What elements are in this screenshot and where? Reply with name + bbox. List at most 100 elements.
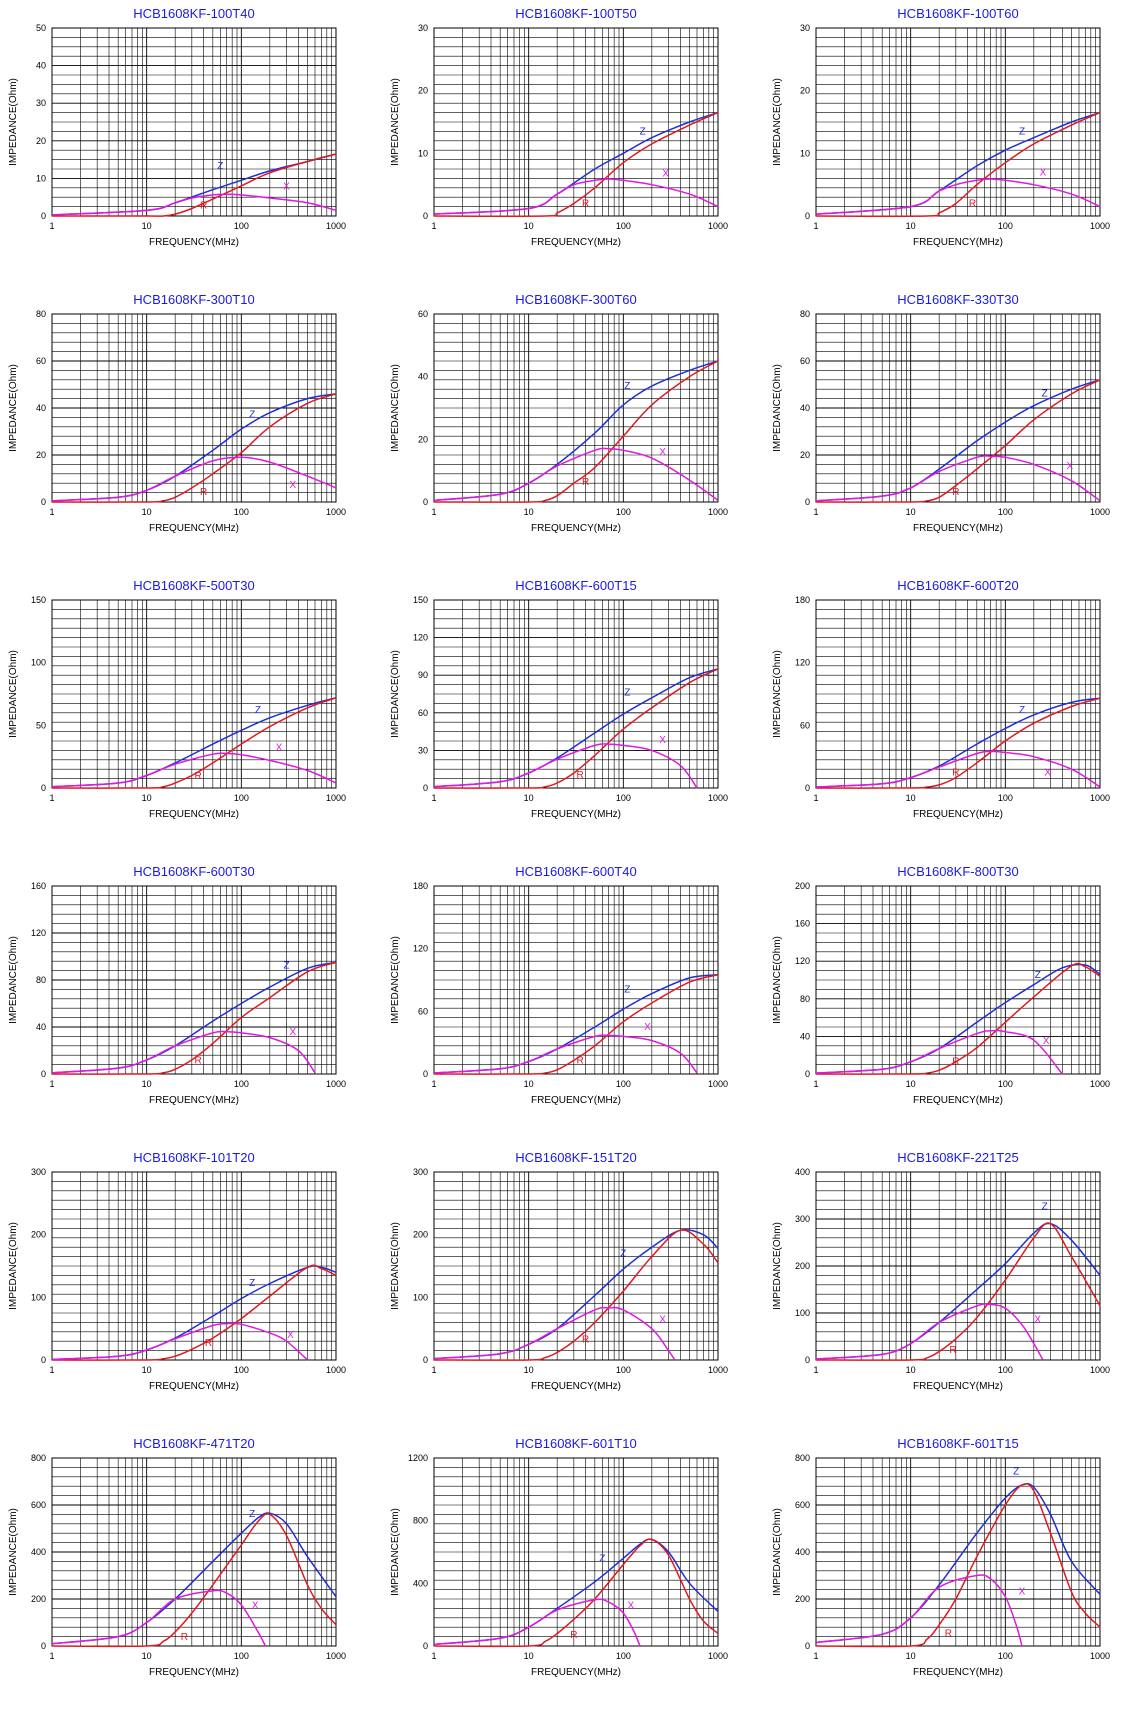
curve-label-x: X: [1034, 1314, 1041, 1325]
y-tick-label: 200: [413, 1230, 428, 1240]
curve-label-r: R: [945, 1629, 952, 1640]
impedance-chart: HCB1608KF-601T10 0 400 800 1200 1 10 100 1000 FRE…: [390, 1436, 728, 1678]
y-tick-label: 30: [36, 98, 46, 108]
curve-label-x: X: [662, 169, 669, 180]
x-tick-label: 10: [524, 1079, 534, 1089]
y-tick-label: 200: [31, 1230, 46, 1240]
curve-label-r: R: [205, 1338, 212, 1349]
x-tick-label: 100: [234, 1079, 249, 1089]
chart-title: HCB1608KF-300T10: [133, 292, 254, 307]
y-tick-label: 120: [413, 944, 428, 954]
x-tick-label: 1: [813, 793, 818, 803]
y-tick-label: 20: [800, 86, 810, 96]
y-tick-label: 20: [800, 450, 810, 460]
y-tick-label: 80: [800, 309, 810, 319]
chart-title: HCB1608KF-330T30: [897, 292, 1018, 307]
x-tick-label: 1: [813, 221, 818, 231]
y-axis-label: IMPEDANCE(Ohm): [772, 1222, 783, 1310]
y-tick-label: 120: [795, 956, 810, 966]
impedance-chart: HCB1608KF-221T25 0 100 200 300 400 1 10 100 1000 F…: [772, 1150, 1110, 1392]
x-tick-label: 1000: [326, 507, 346, 517]
impedance-chart: HCB1608KF-151T20 0 100 200 300 1 10 100 1000 FREQ…: [390, 1150, 728, 1392]
curve-label-r: R: [582, 199, 589, 210]
curve-label-r: R: [952, 487, 959, 498]
y-tick-label: 120: [31, 928, 46, 938]
x-tick-label: 10: [524, 1365, 534, 1375]
curve-label-x: X: [287, 1330, 294, 1341]
curve-label-z: Z: [283, 960, 289, 971]
y-axis-label: IMPEDANCE(Ohm): [772, 78, 783, 166]
x-tick-label: 100: [616, 793, 631, 803]
impedance-chart: HCB1608KF-600T40 0 60 120 180 1 10 100 1000 FREQU…: [390, 864, 728, 1106]
chart-title: HCB1608KF-100T40: [133, 6, 254, 21]
y-tick-label: 30: [418, 23, 428, 33]
x-tick-label: 10: [524, 793, 534, 803]
x-tick-label: 10: [906, 221, 916, 231]
y-tick-label: 20: [36, 450, 46, 460]
curve-label-z: Z: [620, 1249, 626, 1260]
x-tick-label: 100: [616, 1651, 631, 1661]
series-line-r: [815, 697, 1101, 789]
y-tick-label: 0: [423, 1641, 428, 1651]
y-axis-label: IMPEDANCE(Ohm): [390, 936, 401, 1024]
series-line-x: [51, 1589, 267, 1647]
curve-label-r: R: [577, 1056, 584, 1067]
y-axis-label: IMPEDANCE(Ohm): [8, 1508, 19, 1596]
curve-label-r: R: [582, 477, 589, 488]
series-line-x: [51, 193, 337, 216]
y-tick-label: 160: [31, 881, 46, 891]
series-line-x: [815, 455, 1101, 502]
y-tick-label: 0: [423, 783, 428, 793]
y-tick-label: 800: [795, 1453, 810, 1463]
x-axis-label: FREQUENCY(MHz): [913, 523, 1003, 534]
curve-label-r: R: [577, 770, 584, 781]
x-tick-label: 10: [524, 221, 534, 231]
x-tick-label: 1: [49, 221, 54, 231]
curve-label-z: Z: [624, 985, 630, 996]
chart-title: HCB1608KF-101T20: [133, 1150, 254, 1165]
y-axis-label: IMPEDANCE(Ohm): [8, 1222, 19, 1310]
series-line-x: [433, 1598, 641, 1647]
y-tick-label: 0: [41, 1641, 46, 1651]
y-axis-label: IMPEDANCE(Ohm): [390, 1222, 401, 1310]
x-axis-label: FREQUENCY(MHz): [531, 1095, 621, 1106]
y-tick-label: 10: [36, 173, 46, 183]
x-tick-label: 10: [142, 1079, 152, 1089]
x-tick-label: 1: [49, 1651, 54, 1661]
y-tick-label: 40: [418, 372, 428, 382]
x-tick-label: 1000: [1090, 507, 1110, 517]
x-tick-label: 1000: [1090, 1651, 1110, 1661]
chart-title: HCB1608KF-600T20: [897, 578, 1018, 593]
series-line-x: [433, 743, 698, 789]
series-line-x: [815, 1303, 1044, 1361]
series-line-r: [815, 111, 1101, 217]
x-axis-label: FREQUENCY(MHz): [913, 1381, 1003, 1392]
x-tick-label: 1: [431, 221, 436, 231]
chart-title: HCB1608KF-601T10: [515, 1436, 636, 1451]
series-line-r: [815, 379, 1101, 503]
curve-label-x: X: [252, 1600, 259, 1611]
y-tick-label: 0: [423, 1355, 428, 1365]
x-tick-label: 100: [998, 507, 1013, 517]
y-tick-label: 0: [805, 1641, 810, 1651]
curve-label-z: Z: [599, 1553, 605, 1564]
curve-label-r: R: [195, 1055, 202, 1066]
x-tick-label: 10: [142, 793, 152, 803]
y-tick-label: 40: [36, 1022, 46, 1032]
series-line-r: [433, 1229, 719, 1361]
impedance-chart: HCB1608KF-500T30 0 50 100 150 1 10 100 1000 FREQU…: [8, 578, 346, 820]
x-tick-label: 10: [142, 1365, 152, 1375]
y-tick-label: 400: [413, 1578, 428, 1588]
curve-label-z: Z: [249, 409, 255, 420]
x-tick-label: 100: [616, 507, 631, 517]
y-tick-label: 40: [800, 1031, 810, 1041]
curve-label-x: X: [276, 742, 283, 753]
curve-label-r: R: [582, 1334, 589, 1345]
x-tick-label: 1000: [708, 221, 728, 231]
x-tick-label: 1: [813, 507, 818, 517]
y-tick-label: 0: [805, 1069, 810, 1079]
curve-label-x: X: [627, 1600, 634, 1611]
series-line-r: [51, 1264, 337, 1361]
y-tick-label: 300: [413, 1167, 428, 1177]
curve-label-r: R: [181, 1632, 188, 1643]
